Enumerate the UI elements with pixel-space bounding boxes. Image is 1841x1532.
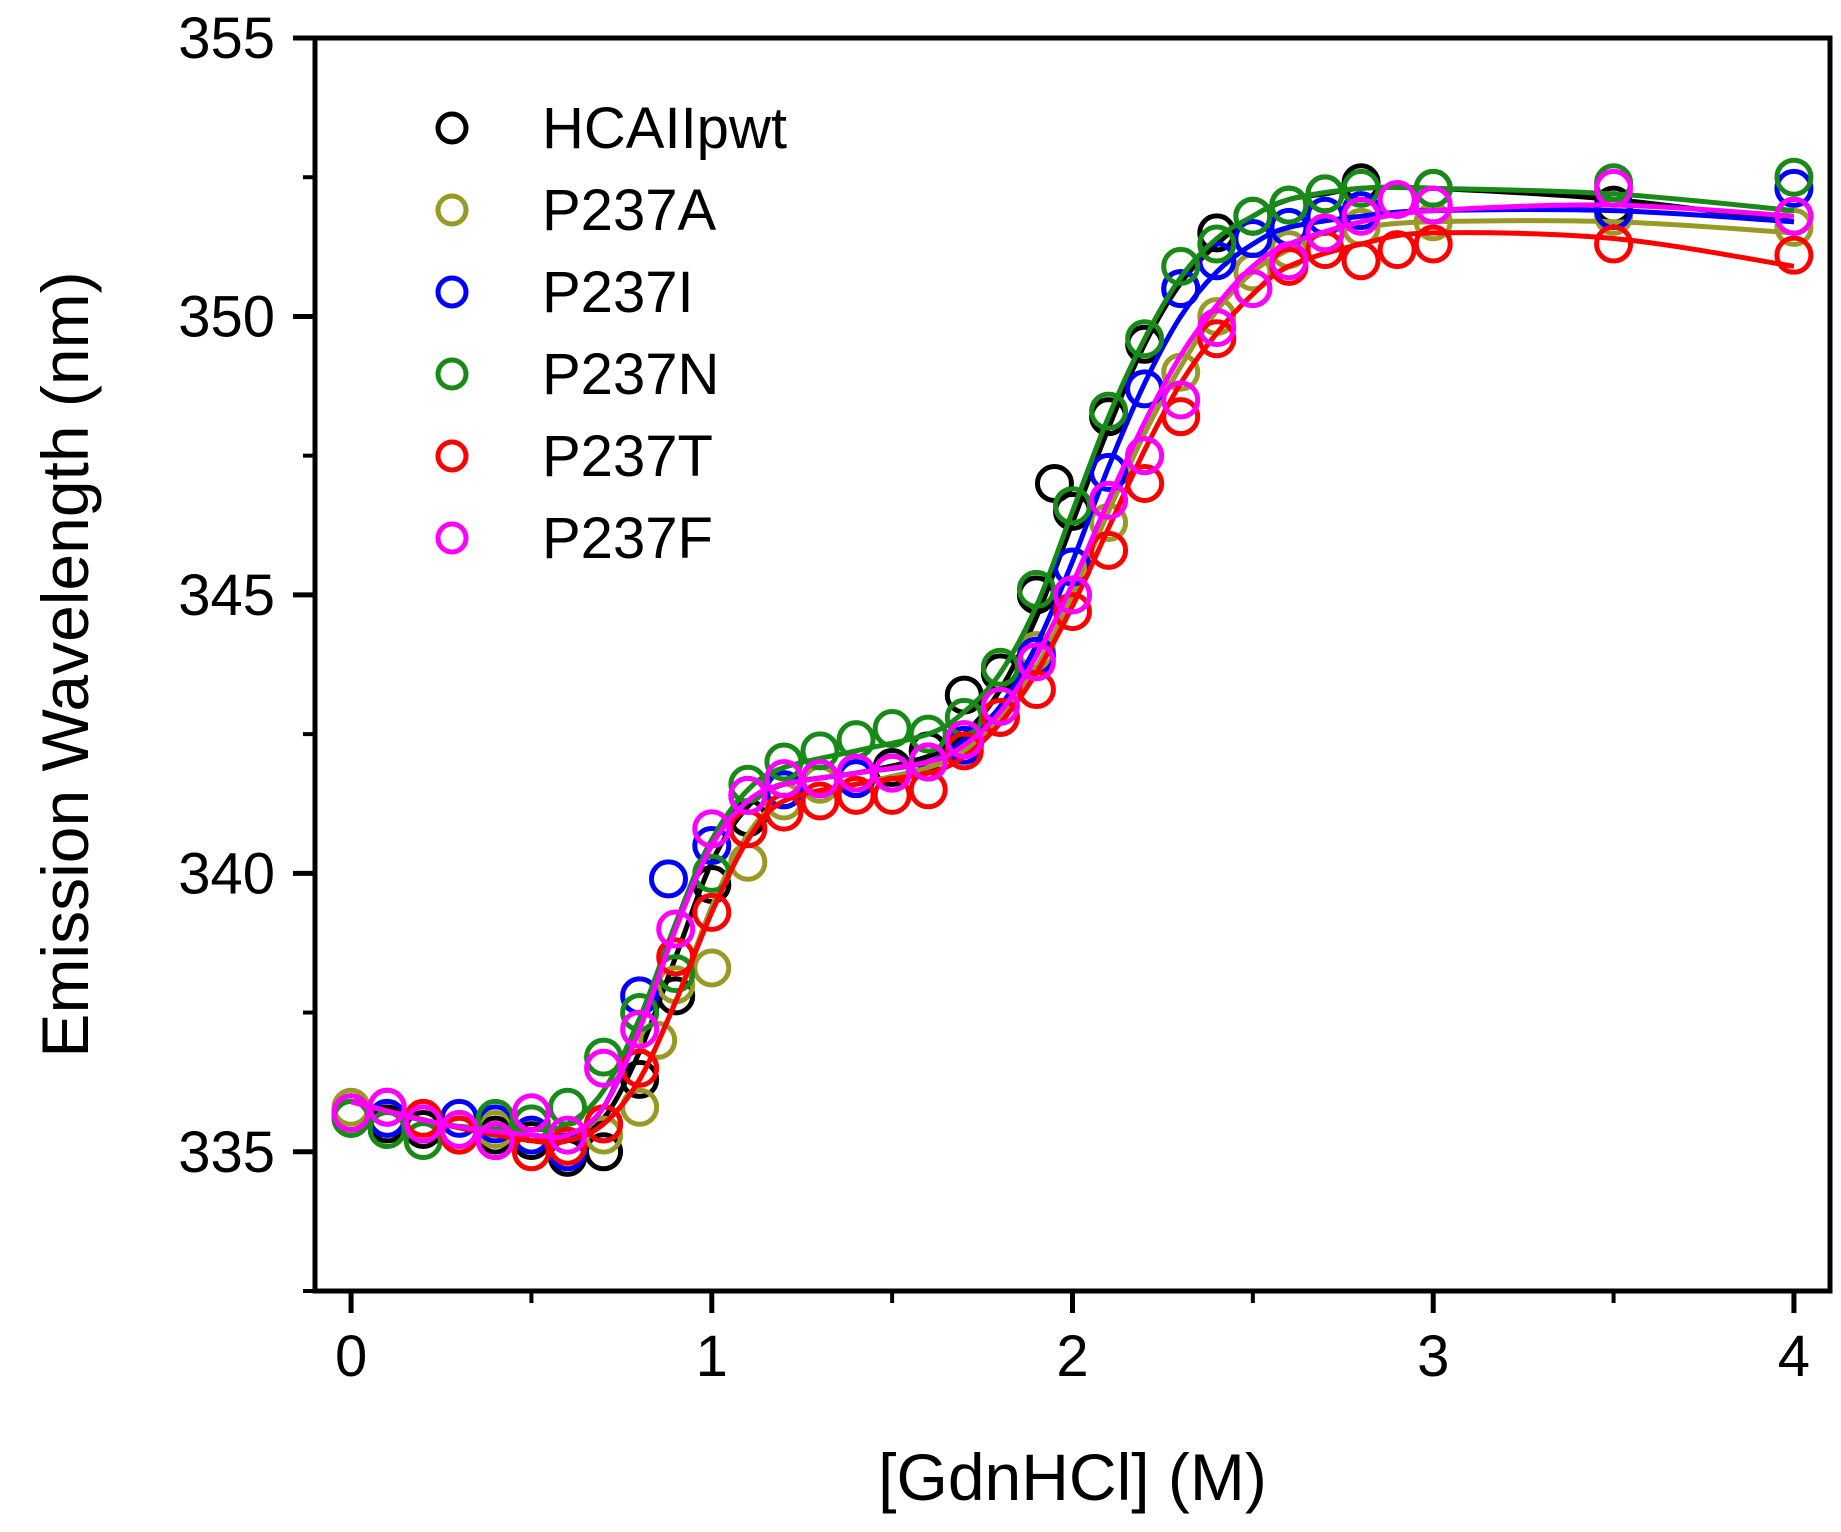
data-point	[1053, 486, 1092, 526]
tick-labels: 0 1 2 3 4 335 340 345 350 355	[178, 6, 1810, 1389]
data-point	[980, 647, 1020, 687]
x-tick-label: 4	[1778, 1324, 1810, 1389]
data-point	[728, 775, 768, 815]
legend-marker	[435, 439, 469, 473]
x-tick-label: 1	[696, 1324, 728, 1389]
data-point	[1089, 480, 1129, 520]
legend-item: P237T	[435, 424, 713, 489]
data-point	[620, 1059, 660, 1099]
y-tick-label: 355	[178, 6, 275, 71]
data-point	[656, 909, 696, 949]
legend-item: P237A	[435, 178, 716, 243]
data-point	[649, 859, 688, 899]
data-point	[980, 686, 1020, 726]
y-tick-label: 340	[178, 841, 275, 906]
data-point	[1125, 319, 1165, 359]
legend-item: P237N	[435, 342, 719, 407]
data-point	[1233, 218, 1273, 258]
x-tick-label: 0	[335, 1324, 367, 1389]
legend-item: HCAIIpwt	[435, 96, 787, 161]
data-point	[1233, 269, 1273, 309]
y-tick-label: 350	[178, 284, 275, 349]
legend-marker	[435, 193, 469, 227]
data-point	[1089, 391, 1129, 431]
data-point	[1161, 380, 1201, 420]
data-point	[800, 781, 840, 821]
data-point	[1053, 592, 1092, 632]
data-point	[1305, 213, 1345, 253]
data-point	[1089, 452, 1129, 492]
data-point	[692, 825, 732, 865]
legend-label: P237F	[542, 506, 713, 571]
data-point	[1594, 224, 1634, 264]
y-axis-title: Emission Wavelength (nm)	[28, 271, 102, 1057]
data-point	[1197, 224, 1237, 264]
tick-marks	[293, 35, 1797, 1313]
data-point	[1016, 642, 1056, 682]
data-point	[1377, 230, 1417, 270]
fit-line	[350, 184, 1795, 1146]
data-point	[944, 720, 984, 760]
x-axis-title: [GdnHCl] (M)	[878, 1440, 1267, 1514]
legend-label: P237N	[542, 342, 719, 407]
data-point	[1774, 235, 1814, 275]
x-tick-label: 3	[1417, 1324, 1449, 1389]
data-point	[548, 1126, 587, 1166]
data-point	[475, 1121, 515, 1161]
legend-label: P237T	[542, 424, 713, 489]
data-point	[1197, 319, 1237, 359]
data-point	[908, 742, 948, 782]
legend-label: P237I	[542, 260, 694, 325]
y-tick-label: 345	[178, 563, 275, 628]
data-point	[1774, 168, 1814, 208]
legend-label: HCAIIpwt	[542, 96, 787, 161]
data-point	[1197, 241, 1237, 281]
data-point	[1774, 157, 1814, 197]
data-point	[1413, 224, 1453, 264]
x-tick-label: 2	[1056, 1324, 1088, 1389]
data-point	[908, 714, 948, 754]
data-point	[1233, 196, 1273, 236]
legend-item: P237I	[435, 260, 694, 325]
legend: HCAIIpwt P237A P237I P237N P237T P237F	[435, 96, 787, 571]
data-point	[1197, 213, 1237, 253]
legend-label: P237A	[542, 178, 716, 243]
data-point	[944, 731, 984, 771]
data-point	[692, 892, 732, 932]
data-point	[584, 1048, 624, 1088]
data-point	[1161, 246, 1201, 286]
y-tick-label: 335	[178, 1120, 275, 1185]
data-point	[1413, 185, 1453, 225]
legend-item: P237F	[435, 506, 713, 571]
data-point	[1161, 269, 1201, 309]
data-point	[511, 1093, 551, 1133]
legend-marker	[435, 111, 469, 145]
data-point	[403, 1121, 443, 1161]
data-point	[800, 731, 840, 771]
fit-line	[350, 184, 1795, 1133]
fit-line	[350, 202, 1795, 1141]
data-point	[980, 697, 1020, 737]
data-point	[872, 753, 912, 793]
data-point	[620, 1009, 660, 1049]
data-point	[331, 1093, 371, 1133]
series-layer	[331, 157, 1814, 1177]
legend-marker	[435, 275, 469, 309]
legend-marker	[435, 357, 469, 391]
data-point	[692, 948, 732, 988]
legend-marker	[435, 521, 469, 555]
series-P237F	[331, 168, 1814, 1161]
